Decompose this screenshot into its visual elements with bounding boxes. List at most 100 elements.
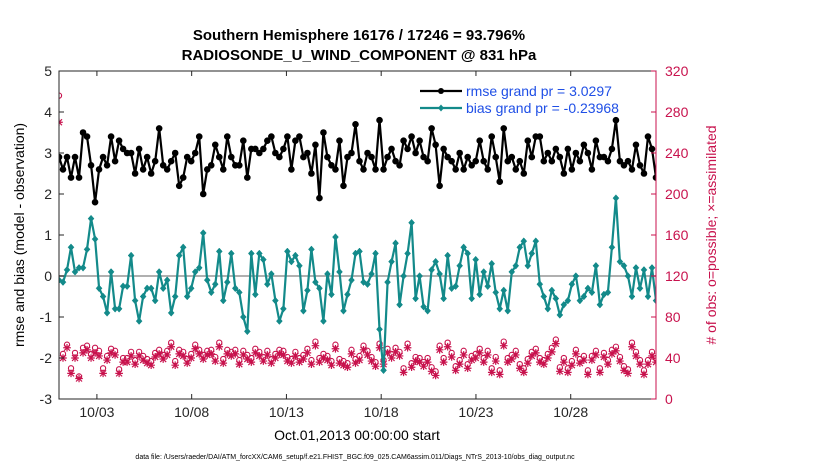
bias-point bbox=[584, 284, 592, 293]
obs-assimilated-point bbox=[95, 352, 103, 360]
bias-point bbox=[640, 266, 648, 274]
rmse-point bbox=[508, 153, 516, 161]
bias-point bbox=[568, 280, 576, 288]
bias-point bbox=[380, 366, 387, 375]
rmse-point bbox=[524, 137, 532, 144]
rmse-point bbox=[292, 137, 299, 144]
rmse-point bbox=[428, 125, 435, 132]
y-right-tick-label: 80 bbox=[665, 309, 681, 325]
rmse-point bbox=[195, 133, 203, 140]
obs-assimilated-point bbox=[227, 352, 236, 360]
rmse-point bbox=[484, 166, 492, 173]
rmse-point bbox=[111, 157, 119, 165]
rmse-point bbox=[288, 166, 295, 173]
rmse-point bbox=[648, 145, 656, 153]
rmse-point bbox=[83, 133, 91, 140]
bias-point bbox=[468, 294, 476, 303]
obs-assimilated-point bbox=[255, 352, 264, 360]
obs-assimilated-point bbox=[75, 374, 83, 383]
bias-point bbox=[211, 280, 219, 288]
obs-assimilated-point bbox=[523, 359, 532, 367]
obs-assimilated-point bbox=[556, 367, 564, 376]
bias-point bbox=[284, 247, 291, 256]
obs-assimilated-point bbox=[79, 349, 87, 357]
bias-point bbox=[139, 292, 147, 301]
rmse-point bbox=[536, 133, 544, 140]
bias-point bbox=[452, 282, 459, 291]
rmse-point bbox=[127, 149, 135, 157]
bias-point bbox=[456, 261, 464, 270]
obs-assimilated-point bbox=[499, 341, 508, 350]
bias-point bbox=[436, 270, 443, 278]
rmse-point bbox=[512, 166, 520, 173]
obs-assimilated-point bbox=[319, 354, 328, 362]
rmse-point bbox=[504, 157, 512, 165]
rmse-point bbox=[460, 166, 467, 173]
y-left-tick-label: 1 bbox=[44, 227, 52, 243]
rmse-point bbox=[592, 137, 600, 144]
obs-assimilated-point bbox=[588, 356, 596, 364]
bias-point bbox=[432, 257, 439, 266]
x-tick-label: 10/23 bbox=[458, 404, 493, 420]
obs-assimilated-point bbox=[275, 350, 284, 358]
obs-assimilated-point bbox=[544, 354, 552, 362]
rmse-point bbox=[119, 145, 127, 153]
obs-assimilated-point bbox=[491, 357, 500, 365]
rmse-point bbox=[143, 153, 151, 161]
bias-point bbox=[71, 268, 79, 276]
bias-point bbox=[324, 270, 331, 278]
legend-rmse-marker bbox=[438, 88, 444, 94]
obs-assimilated-point bbox=[463, 364, 472, 373]
obs-assimilated-point bbox=[435, 346, 444, 354]
obs-assimilated-point bbox=[375, 343, 384, 352]
bias-point bbox=[500, 286, 508, 295]
obs-assimilated-point bbox=[67, 369, 75, 378]
rmse-point bbox=[296, 133, 303, 140]
bias-point bbox=[512, 261, 520, 270]
bias-point bbox=[227, 249, 235, 258]
obs-assimilated-point bbox=[291, 352, 300, 360]
obs-assimilated-point bbox=[303, 349, 312, 357]
bias-point bbox=[588, 288, 596, 297]
rmse-point bbox=[544, 149, 552, 157]
obs-assimilated-point bbox=[624, 369, 632, 378]
bias-point bbox=[159, 284, 167, 293]
rmse-point bbox=[476, 137, 484, 144]
obs-assimilated-point bbox=[536, 358, 544, 366]
obs-assimilated-point bbox=[151, 353, 159, 361]
bias-point bbox=[580, 292, 588, 301]
y-left-tick-label: -3 bbox=[40, 391, 53, 407]
bias-point bbox=[464, 249, 472, 258]
obs-assimilated-point bbox=[568, 361, 576, 369]
rmse-point bbox=[95, 166, 103, 173]
bias-point bbox=[496, 305, 504, 313]
bias-point bbox=[616, 257, 624, 266]
bias-point bbox=[592, 261, 600, 270]
bias-point bbox=[488, 259, 496, 268]
rmse-point bbox=[103, 162, 111, 169]
obs-assimilated-point bbox=[239, 351, 248, 359]
bias-point bbox=[308, 245, 315, 254]
bias-point bbox=[328, 290, 335, 299]
obs-assimilated-point bbox=[419, 362, 428, 370]
rmse-point bbox=[404, 145, 411, 153]
bias-point bbox=[648, 264, 656, 272]
bias-point bbox=[304, 286, 311, 295]
bias-point bbox=[163, 276, 171, 284]
rmse-point bbox=[548, 157, 556, 165]
y-left-tick-label: -2 bbox=[40, 350, 53, 366]
obs-assimilated-point bbox=[640, 370, 648, 379]
x-tick-label: 10/08 bbox=[174, 404, 209, 420]
obs-assimilated-point bbox=[451, 366, 460, 375]
rmse-point bbox=[91, 198, 99, 206]
obs-assimilated-point bbox=[455, 360, 464, 368]
rmse-point bbox=[244, 174, 251, 181]
rmse-series bbox=[59, 116, 656, 206]
obs-assimilated-point bbox=[179, 352, 188, 360]
obs-assimilated-point bbox=[343, 363, 352, 372]
obs-assimilated-point bbox=[355, 356, 364, 364]
rmse-point bbox=[320, 129, 327, 136]
bias-point bbox=[544, 305, 552, 313]
rmse-point bbox=[624, 157, 632, 165]
bias-point bbox=[376, 325, 383, 334]
